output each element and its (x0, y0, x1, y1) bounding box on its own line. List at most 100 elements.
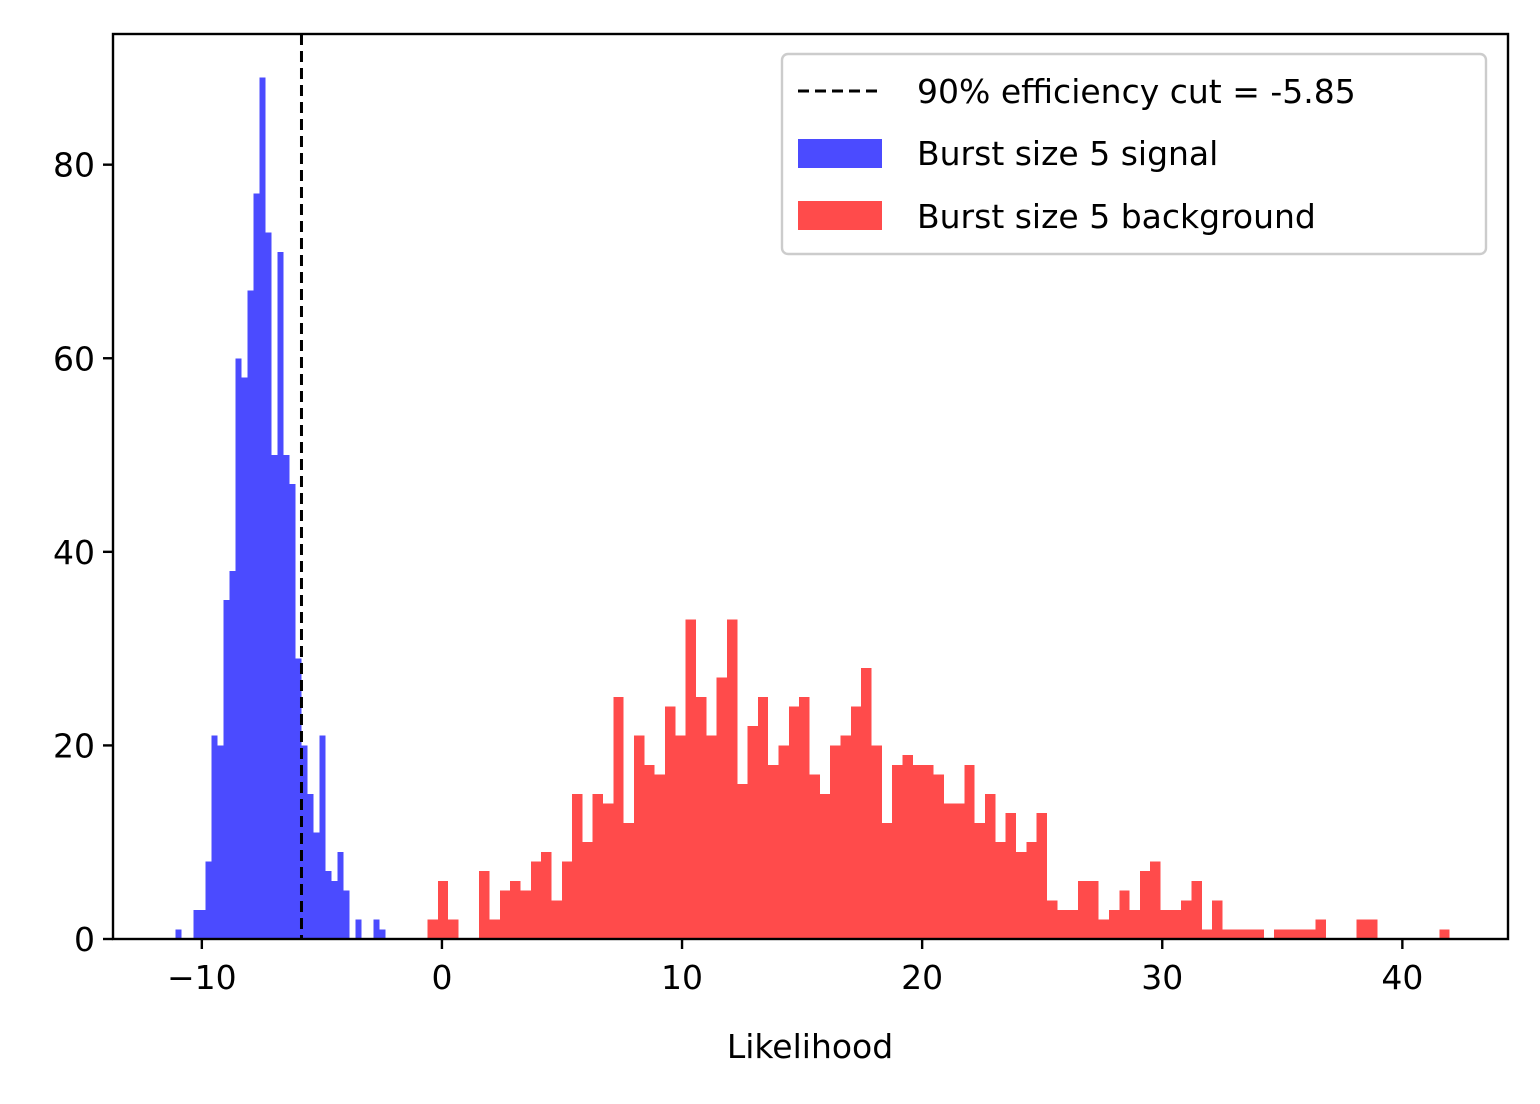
histogram-bar (1439, 929, 1450, 939)
histogram-bar (871, 745, 882, 939)
histogram-bar (985, 793, 996, 939)
histogram-bar (499, 890, 511, 939)
histogram-bar (223, 600, 230, 939)
histogram-bar (799, 697, 810, 939)
histogram-bar (778, 745, 789, 939)
histogram-bar (788, 706, 800, 939)
histogram-bar (551, 900, 562, 939)
legend-signal-label: Burst size 5 signal (917, 134, 1218, 173)
histogram-bar (1274, 929, 1285, 939)
x-tick-label: −10 (167, 958, 237, 997)
histogram-bar (241, 377, 248, 939)
histogram-bar (265, 232, 272, 939)
x-ticks: −10 0 10 20 30 40 (167, 939, 1423, 997)
histogram-bar (923, 764, 934, 939)
histogram-bar (902, 755, 913, 939)
histogram-bar (1253, 929, 1264, 939)
histogram-bar (295, 658, 302, 939)
histogram-bar (510, 880, 521, 939)
histogram-bar (1232, 929, 1244, 939)
histogram-bar (373, 919, 380, 939)
histogram-bar (623, 822, 635, 939)
histogram-bar (1315, 919, 1326, 939)
histogram-bar (520, 890, 531, 939)
histogram-bar (1047, 900, 1058, 939)
histogram-bar (541, 851, 552, 939)
histogram-bar (211, 735, 218, 939)
histogram-bar (592, 793, 604, 939)
histogram-bar (809, 774, 820, 939)
histogram-bar (319, 735, 326, 939)
histogram-bar (259, 77, 266, 939)
histogram-bar (685, 619, 696, 939)
histogram-bar (582, 842, 593, 939)
histogram-bar (1057, 909, 1068, 939)
histogram-bar (1222, 929, 1233, 939)
x-tick-label: 40 (1381, 958, 1423, 997)
histogram-bar (1170, 909, 1182, 939)
x-tick-label: 10 (661, 958, 703, 997)
histogram-bar (427, 919, 438, 939)
histogram-bar (726, 619, 738, 939)
series-signal (175, 77, 446, 940)
histogram-bar (695, 697, 707, 939)
histogram-bar (1191, 880, 1202, 939)
histogram-bar (1129, 909, 1140, 939)
histogram-bar (307, 793, 314, 939)
legend-background-swatch (798, 201, 882, 230)
histogram-bar (1036, 813, 1048, 939)
histogram-bar (861, 667, 872, 939)
histogram-bar (561, 861, 573, 939)
histogram-bar (247, 290, 254, 939)
histogram-bar (1212, 900, 1223, 939)
histogram-bar (974, 822, 986, 939)
histogram-bar (217, 745, 224, 939)
histogram-bar (343, 890, 350, 939)
histogram-bar (664, 706, 676, 939)
histogram-bar (768, 764, 779, 939)
histogram-bar (1294, 929, 1306, 939)
histogram-bar (289, 484, 296, 939)
histogram-bar (379, 929, 386, 939)
histogram-bar (706, 735, 717, 939)
histogram-bar (1305, 929, 1316, 939)
y-tick-label: 0 (74, 920, 95, 959)
histogram-bar (1088, 880, 1099, 939)
histogram-bar (205, 861, 212, 939)
histogram-bar (603, 803, 614, 939)
histogram-bar (1119, 890, 1130, 939)
histogram-bar (1026, 842, 1037, 939)
histogram-bar (355, 919, 362, 939)
histogram-bar (489, 919, 500, 939)
histogram-bar (943, 803, 955, 939)
histogram-bar (912, 764, 924, 939)
y-ticks: 0 20 40 60 80 (53, 146, 113, 959)
histogram-bar (737, 784, 748, 939)
histogram-bar (1243, 929, 1254, 939)
histogram-bar (747, 726, 758, 939)
histogram-bar (716, 677, 727, 939)
legend-cut-line-label: 90% efficiency cut = -5.85 (917, 72, 1356, 111)
histogram-bar (1367, 919, 1378, 939)
histogram-bar (1160, 909, 1171, 939)
histogram-bar (235, 358, 242, 939)
histogram-bar (995, 842, 1006, 939)
histogram-bar (933, 774, 944, 939)
histogram-bar (1356, 919, 1368, 939)
histogram-bar (337, 851, 344, 939)
histogram-bar (283, 455, 290, 939)
histogram-bar (1005, 813, 1017, 939)
histogram-bar (193, 909, 200, 939)
histogram-bar (1067, 909, 1078, 939)
histogram-bar (271, 455, 278, 939)
legend-background-label: Burst size 5 background (917, 197, 1316, 236)
x-tick-label: 30 (1141, 958, 1183, 997)
histogram-bar (644, 764, 655, 939)
histogram-bar (634, 735, 645, 939)
histogram-bar (830, 745, 841, 939)
histogram-bar (325, 871, 332, 939)
histogram-bar (331, 880, 338, 939)
histogram-bar (572, 793, 583, 939)
